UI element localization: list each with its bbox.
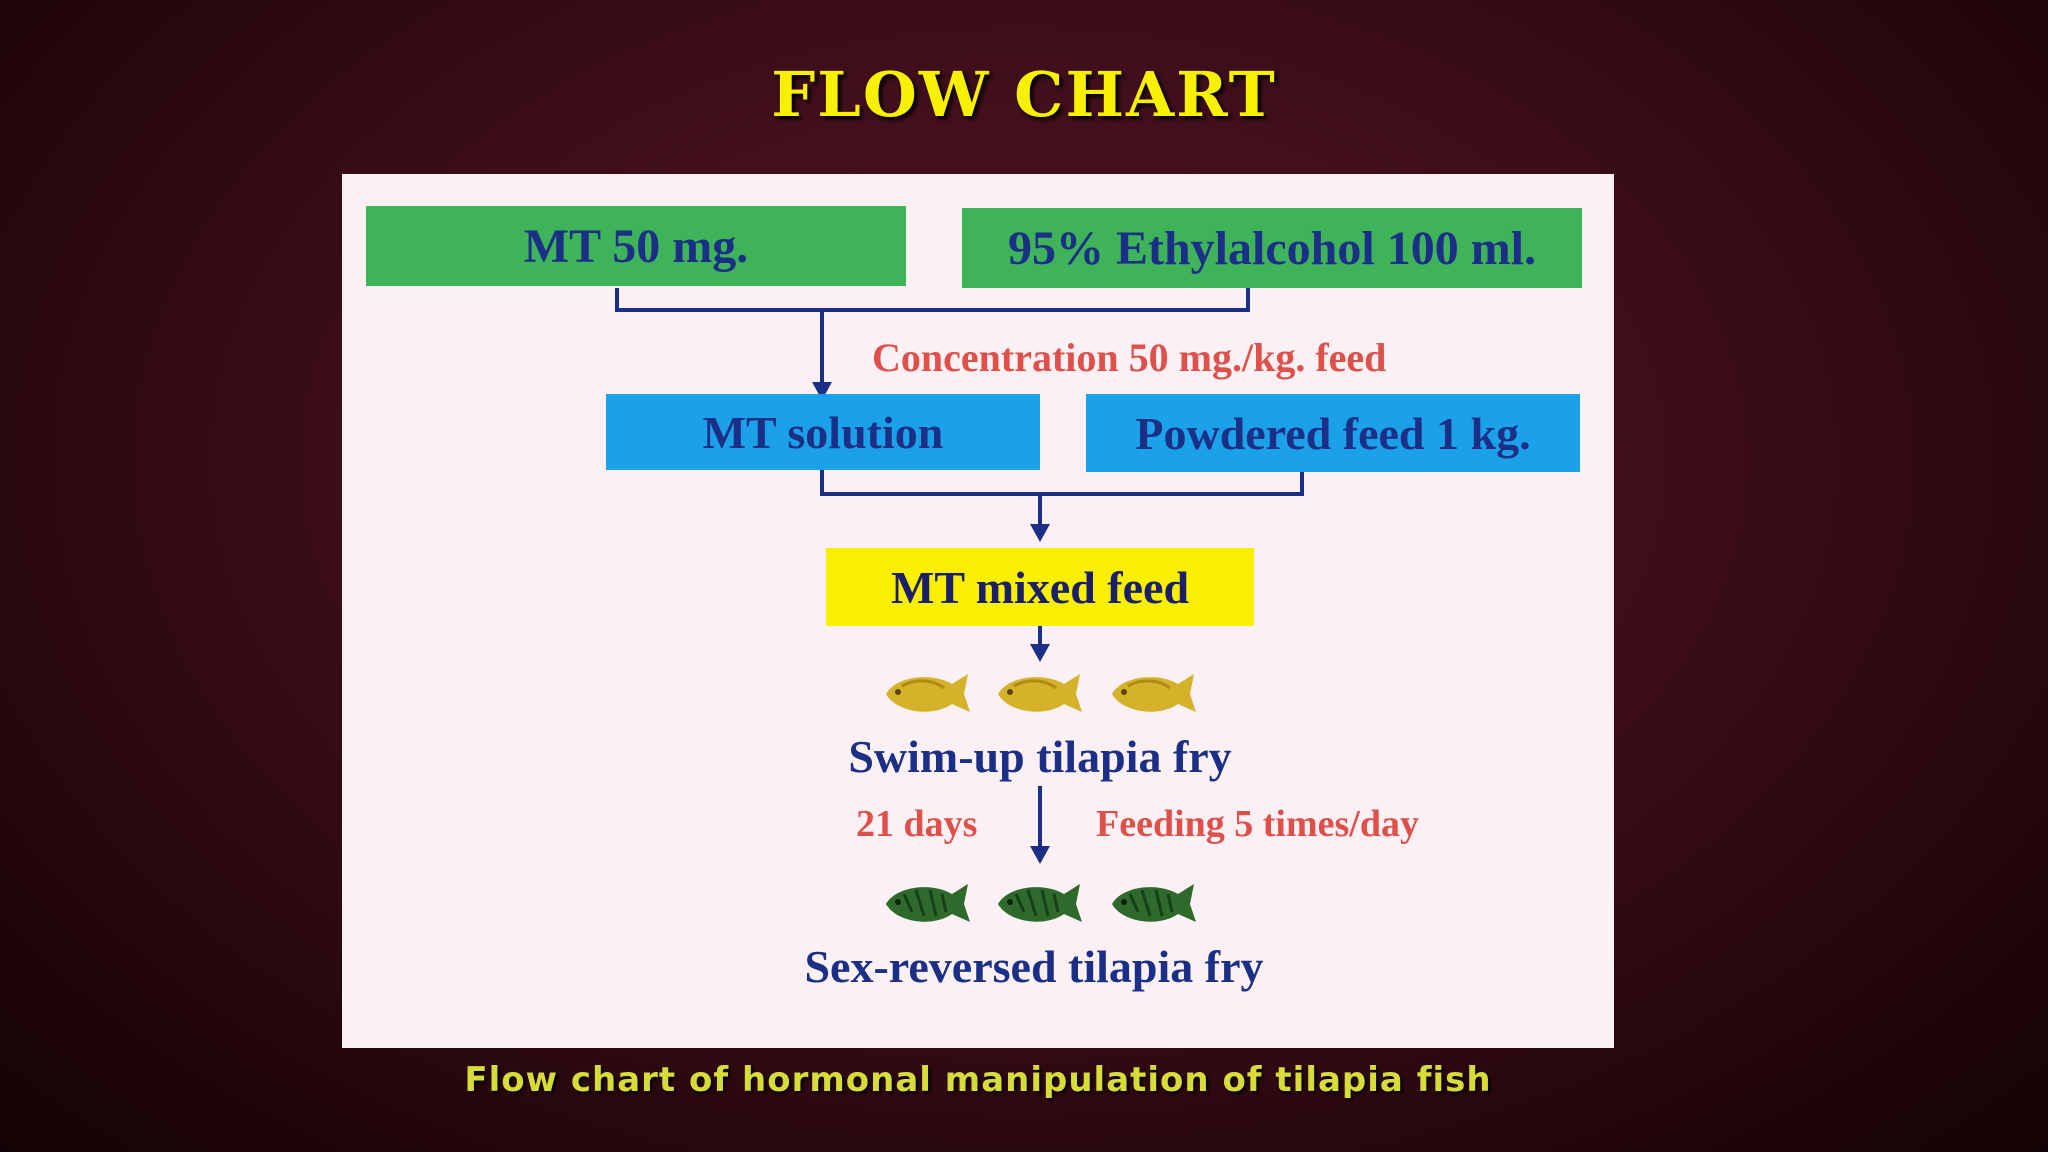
sex-reversed-fry-icon [1112, 884, 1196, 922]
powdered-feed-box: Powdered feed 1 kg. [1086, 394, 1580, 472]
duration-note: 21 days [856, 803, 978, 845]
mixing-merge-bracket [820, 470, 1304, 496]
concentration-note: Concentration 50 mg./kg. feed [872, 335, 1387, 380]
mt-mixed-feed-box: MT mixed feed [826, 548, 1254, 626]
ethylalcohol-box: 95% Ethylalcohol 100 ml. [962, 208, 1582, 288]
sex-reversed-fry-icon [886, 884, 970, 922]
feeding-note: Feeding 5 times/day [1096, 803, 1419, 845]
tilapia-fry-icon [1112, 674, 1196, 712]
slide-title: FLOW CHART [771, 58, 1277, 131]
arrowhead-2 [1030, 524, 1050, 542]
tilapia-fry-icon [998, 674, 1082, 712]
tilapia-fry-icon [886, 674, 970, 712]
arrowhead-4 [1030, 846, 1050, 864]
flow-connectors [615, 288, 1304, 864]
mt-dose-box: MT 50 mg. [366, 206, 906, 286]
arrowhead-1 [812, 382, 832, 400]
mt-solution-box: MT solution [606, 394, 1040, 470]
sex-reversed-fry-icon [998, 884, 1082, 922]
swim-up-fry-label: Swim-up tilapia fry [848, 731, 1232, 782]
arrowhead-3 [1030, 644, 1050, 662]
sex-reversed-fry-label: Sex-reversed tilapia fry [804, 941, 1264, 992]
figure-caption: Flow chart of hormonal manipulation of t… [464, 1060, 1492, 1100]
flow-chart-panel: MT 50 mg. 95% Ethylalcohol 100 ml. Conce… [342, 174, 1614, 1048]
input-merge-bracket [615, 288, 1250, 312]
